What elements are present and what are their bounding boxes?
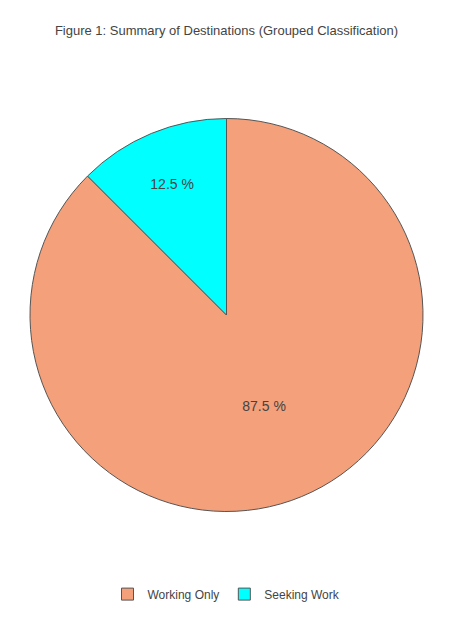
svg-text:Seeking Work: Seeking Work [264, 588, 339, 602]
svg-text:12.5 %: 12.5 % [150, 176, 194, 192]
svg-text:Figure 1: Summary of Destinati: Figure 1: Summary of Destinations (Group… [55, 23, 398, 38]
svg-text:87.5 %: 87.5 % [242, 398, 286, 414]
svg-text:Working Only: Working Only [148, 588, 220, 602]
